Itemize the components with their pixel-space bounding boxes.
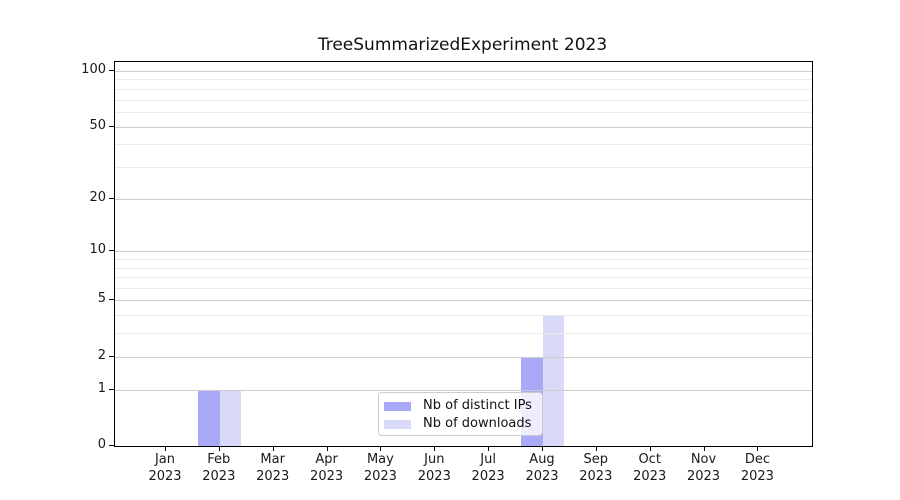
x-tick-label: Aug 2023 xyxy=(525,452,559,484)
x-tick-label: Oct 2023 xyxy=(633,452,667,484)
gridline-major xyxy=(115,71,812,72)
gridline-minor xyxy=(115,277,812,278)
y-tick-mark xyxy=(109,355,114,357)
y-tick-mark xyxy=(109,70,114,71)
legend-swatch-downloads xyxy=(384,419,411,429)
y-tick-mark xyxy=(109,197,114,199)
x-tick-mark xyxy=(703,446,705,451)
x-tick-label: Feb 2023 xyxy=(202,452,236,484)
x-tick-mark xyxy=(380,446,382,451)
x-tick-label: Jul 2023 xyxy=(471,452,505,484)
gridline-major xyxy=(115,300,812,302)
y-tick-label: 50 xyxy=(89,117,106,133)
x-tick-mark xyxy=(326,446,328,451)
x-tick-label: Jun 2023 xyxy=(417,452,451,484)
x-tick-label: May 2023 xyxy=(363,452,397,484)
chart-title: TreeSummarizedExperiment 2023 xyxy=(317,35,608,55)
y-tick-mark xyxy=(109,299,114,301)
x-tick-mark xyxy=(218,446,220,451)
y-tick-mark xyxy=(109,125,114,127)
x-tick-label: Jan 2023 xyxy=(148,452,182,484)
gridline-minor xyxy=(115,267,812,269)
x-tick-label: Mar 2023 xyxy=(256,452,290,484)
gridline-minor xyxy=(115,79,812,81)
legend-label: Nb of distinct IPs xyxy=(423,398,532,413)
gridline-major xyxy=(115,356,812,358)
gridline-minor xyxy=(115,333,812,335)
x-tick-mark xyxy=(757,446,759,451)
gridline-major xyxy=(115,198,812,200)
y-tick-label: 20 xyxy=(89,189,106,205)
y-tick-label: 5 xyxy=(97,291,106,307)
gridline-minor xyxy=(115,315,812,317)
x-tick-mark xyxy=(165,446,166,451)
y-tick-label: 1 xyxy=(97,380,106,396)
gridline-minor xyxy=(115,112,812,113)
legend-swatch-distinct-ips xyxy=(384,401,411,411)
x-tick-label: Nov 2023 xyxy=(686,452,721,484)
gridline-major xyxy=(115,126,812,128)
y-tick-mark xyxy=(109,250,114,252)
gridline-minor xyxy=(115,167,812,168)
x-tick-mark xyxy=(542,446,543,451)
x-tick-label: Apr 2023 xyxy=(310,452,344,484)
legend-row: Nb of distinct IPs xyxy=(384,397,536,415)
legend: Nb of distinct IPs Nb of downloads xyxy=(378,392,543,436)
y-tick-mark xyxy=(109,445,114,446)
x-tick-mark xyxy=(488,446,490,451)
y-tick-label: 10 xyxy=(89,242,106,258)
y-tick-label: 100 xyxy=(81,62,106,77)
x-tick-mark xyxy=(595,446,597,451)
x-tick-label: Sep 2023 xyxy=(579,452,613,484)
gridline-minor xyxy=(115,88,812,90)
gridline-minor xyxy=(115,258,812,260)
x-tick-mark xyxy=(649,446,651,451)
y-tick-label: 2 xyxy=(97,347,106,363)
gridline-minor xyxy=(115,287,812,289)
gridline-major xyxy=(115,251,812,253)
legend-label: Nb of downloads xyxy=(423,416,532,431)
gridline-minor xyxy=(115,99,812,101)
x-tick-mark xyxy=(434,446,436,451)
gridline-major xyxy=(115,389,812,391)
gridline-minor xyxy=(115,144,812,146)
x-tick-label: Dec 2023 xyxy=(740,452,774,484)
y-tick-label: 0 xyxy=(97,437,106,452)
plot-area xyxy=(114,61,813,447)
gridlines-layer xyxy=(115,62,812,446)
legend-row: Nb of downloads xyxy=(384,415,536,433)
bar-distinct-ips-feb xyxy=(198,389,220,446)
bar-downloads-aug xyxy=(542,315,565,446)
y-tick-mark xyxy=(109,388,114,390)
bar-downloads-feb xyxy=(219,389,242,446)
x-tick-mark xyxy=(272,446,274,451)
